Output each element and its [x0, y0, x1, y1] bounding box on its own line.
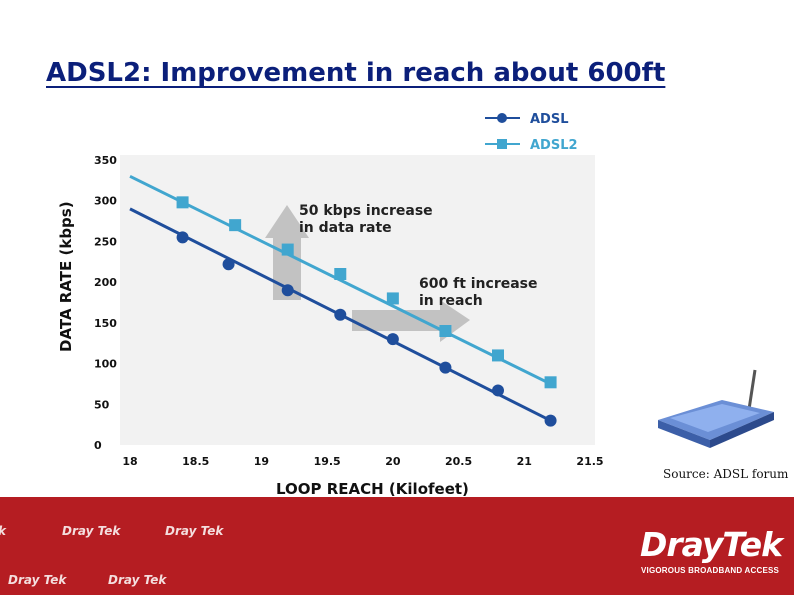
data-point-adsl — [281, 284, 294, 297]
annotation-data-rate-line1: 50 kbps increase — [299, 203, 433, 219]
data-point-adsl2 — [439, 325, 452, 337]
footer-pattern-text: Dray Tek — [62, 524, 121, 538]
router-image — [658, 369, 774, 448]
data-point-adsl2 — [176, 196, 189, 209]
y-tick-label: 0 — [94, 439, 102, 452]
y-tick-label: 200 — [94, 276, 117, 289]
legend-adsl-label: ADSL — [530, 112, 569, 127]
x-tick-label: 18 — [122, 455, 137, 468]
annotation-reach-line1: 600 ft increase — [419, 276, 538, 292]
router-side — [710, 412, 774, 448]
footer-edge-text: k — [0, 524, 6, 538]
legend-adsl2-label: ADSL2 — [530, 138, 578, 153]
data-point-adsl — [544, 414, 557, 427]
data-point-adsl2 — [386, 292, 399, 305]
x-tick-label: 20 — [385, 455, 401, 468]
data-point-adsl — [222, 258, 235, 271]
data-point-adsl2 — [229, 219, 242, 232]
x-tick-label: 18.5 — [182, 455, 209, 468]
footer-pattern-text: Dray Tek — [8, 573, 67, 587]
legend-adsl2-marker — [497, 139, 507, 149]
x-tick-label: 19 — [254, 455, 269, 468]
legend: ADSL ADSL2 — [485, 112, 578, 153]
router-front — [658, 420, 710, 448]
y-axis-title: DATA RATE (kbps) — [57, 201, 75, 352]
data-point-adsl — [176, 231, 189, 244]
annotation-data-rate-line2: in data rate — [299, 220, 392, 236]
data-point-adsl2 — [334, 268, 347, 280]
x-tick-label: 20.5 — [445, 455, 472, 468]
y-tick-labels: 0 50 100 150 200 250 300 350 — [94, 154, 117, 452]
data-point-adsl — [334, 308, 347, 321]
y-tick-label: 250 — [94, 235, 117, 248]
data-point-adsl2 — [544, 376, 557, 389]
x-tick-label: 21.5 — [576, 455, 603, 468]
slide-title: ADSL2: Improvement in reach about 600ft — [46, 58, 666, 88]
plot-area — [120, 155, 595, 445]
data-rate-chart: 0 50 100 150 200 250 300 350 18 18.5 19 19.5 20 20.5… — [57, 112, 604, 498]
series-layer — [129, 174, 557, 427]
y-tick-label: 300 — [94, 195, 117, 208]
x-tick-labels: 18 18.5 19 19.5 20 20.5 21 21.5 — [122, 455, 603, 468]
x-tick-label: 21 — [517, 455, 532, 468]
brand-tagline: VIGOROUS BROADBAND ACCESS — [641, 566, 780, 575]
annotation-reach-line2: in reach — [419, 293, 483, 309]
source-note: Source: ADSL forum — [663, 467, 789, 481]
footer-band: k Dray Tek Dray Tek Dray Tek Dray Tek — [0, 497, 794, 595]
data-point-adsl2 — [492, 349, 504, 362]
data-point-adsl — [439, 361, 452, 374]
y-tick-label: 50 — [94, 398, 110, 411]
footer-pattern-text: Dray Tek — [165, 524, 224, 538]
series-line-adsl2 — [129, 174, 552, 386]
y-tick-label: 100 — [94, 358, 117, 371]
legend-adsl-marker — [497, 113, 507, 123]
y-tick-label: 150 — [94, 317, 117, 330]
x-axis-title: LOOP REACH (Kilofeet) — [276, 480, 469, 498]
x-tick-label: 19.5 — [314, 455, 341, 468]
brand-logo: DrayTek — [640, 525, 783, 564]
y-tick-label: 350 — [94, 154, 117, 167]
data-point-adsl — [386, 333, 399, 346]
footer-pattern-text: Dray Tek — [108, 573, 167, 587]
router-top-highlight — [670, 404, 760, 432]
data-point-adsl — [492, 384, 504, 397]
data-point-adsl2 — [281, 243, 294, 256]
